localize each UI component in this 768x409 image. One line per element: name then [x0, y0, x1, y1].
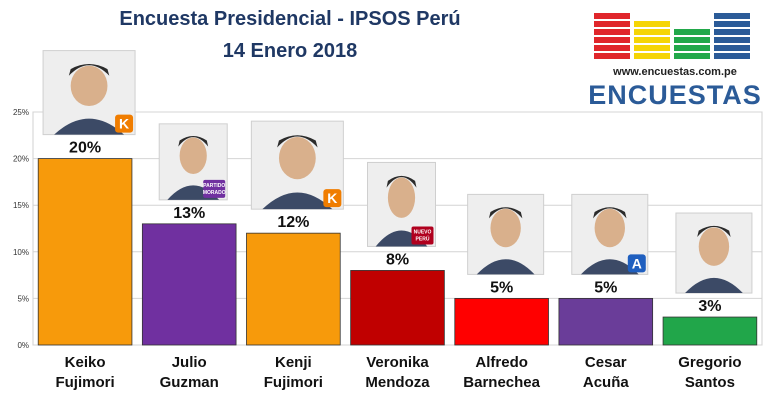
category-label: Veronika — [366, 354, 429, 371]
y-tick-label: 0% — [17, 341, 29, 350]
candidate-photo — [675, 212, 753, 294]
category-label: Acuña — [583, 374, 630, 391]
data-label: 13% — [173, 205, 205, 222]
party-logo-icon: A — [627, 254, 646, 273]
category-label: Kenji — [275, 354, 312, 371]
bar — [246, 232, 341, 346]
category-label: Gregorio — [678, 354, 741, 371]
category-label: Guzman — [160, 374, 219, 391]
bar — [558, 297, 654, 346]
party-logo-icon: K — [323, 189, 342, 208]
party-logo-text: PERÚ — [416, 235, 430, 242]
data-label: 5% — [490, 279, 513, 296]
party-logo-letter: K — [119, 116, 129, 132]
data-label: 5% — [594, 279, 617, 296]
data-label: 12% — [277, 214, 309, 231]
category-label: Santos — [685, 374, 735, 391]
logo-wordmark: ENCUESTAS — [588, 80, 762, 110]
category-label: Keiko — [65, 354, 106, 371]
y-tick-label: 10% — [13, 248, 29, 257]
logo-url: www.encuestas.com.pe — [613, 66, 737, 78]
party-logo-icon: K — [115, 114, 134, 133]
bar — [141, 223, 237, 346]
party-logo-text: PARTIDO — [203, 183, 225, 189]
category-label: Cesar — [585, 354, 627, 371]
party-logo-letter: K — [327, 190, 337, 206]
bar — [454, 297, 549, 346]
chart-title: Encuesta Presidencial - IPSOS Perú — [119, 8, 461, 30]
candidate-photo — [467, 193, 545, 275]
y-tick-label: 15% — [13, 201, 29, 210]
bar — [662, 316, 758, 346]
y-tick-label: 5% — [17, 294, 29, 303]
data-label: 20% — [69, 140, 101, 157]
candidate-photo — [158, 123, 228, 201]
category-label: Julio — [172, 354, 207, 371]
category-label: Fujimori — [55, 374, 114, 391]
party-logo-letter: A — [632, 255, 642, 271]
y-tick-label: 25% — [13, 108, 29, 117]
category-label: Mendoza — [365, 374, 430, 391]
category-label: Alfredo — [475, 354, 528, 371]
data-label: 3% — [698, 298, 721, 315]
bar — [350, 270, 445, 346]
data-label: 8% — [386, 251, 409, 268]
bar — [37, 158, 133, 346]
party-logo-text: MORADO — [203, 190, 226, 196]
y-tick-label: 20% — [13, 155, 29, 164]
chart-subtitle: 14 Enero 2018 — [222, 40, 358, 62]
candidate-photo — [571, 193, 649, 275]
party-logo-text: NUEVO — [414, 229, 432, 235]
category-label: Barnechea — [463, 374, 540, 391]
category-label: Fujimori — [264, 374, 323, 391]
